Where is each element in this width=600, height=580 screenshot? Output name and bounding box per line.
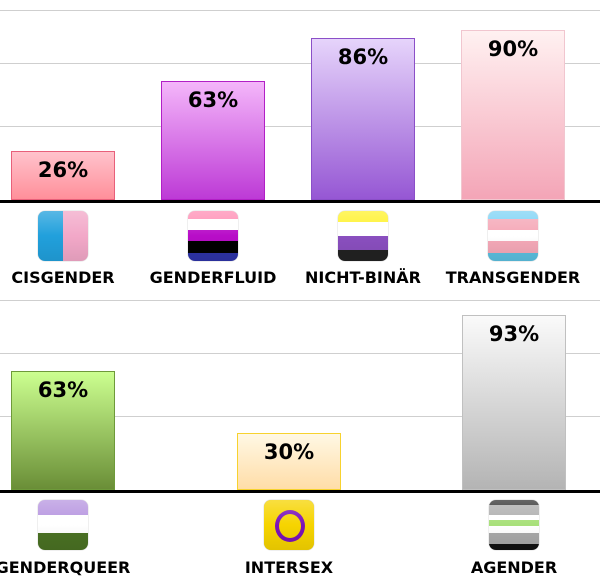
bar-transgender: 90% [461, 30, 565, 200]
bar-value-label: 63% [187, 88, 239, 112]
category-label: CISGENDER [11, 268, 115, 287]
baseline [0, 490, 600, 493]
bar-cisgender: 26% [11, 151, 115, 200]
category-label: GENDERQUEER [0, 558, 131, 577]
transgender-flag-icon [488, 211, 538, 261]
category-label: NICHT-BINÄR [305, 268, 421, 287]
gridline [0, 300, 600, 301]
category-label: INTERSEX [244, 558, 334, 577]
intersex-flag-icon [264, 500, 314, 550]
bar-genderfluid: 63% [161, 81, 265, 200]
bar-agender: 93% [462, 315, 566, 490]
bar-value-label: 86% [337, 45, 389, 69]
gridline [0, 126, 600, 127]
category-label: GENDERFLUID [149, 268, 277, 287]
bar-value-label: 93% [488, 322, 540, 346]
genderfluid-flag-icon [188, 211, 238, 261]
nonbinary-flag-icon [338, 211, 388, 261]
bar-value-label: 30% [263, 440, 315, 464]
gridline [0, 416, 600, 417]
gridline [0, 63, 600, 64]
bar-value-label: 26% [37, 158, 89, 182]
bar-value-label: 90% [487, 37, 539, 61]
agender-flag-icon [489, 500, 539, 550]
bar-nicht-binär: 86% [311, 38, 415, 200]
genderqueer-flag-icon [38, 500, 88, 550]
gridline [0, 353, 600, 354]
gridline [0, 10, 600, 11]
baseline [0, 200, 600, 203]
bar-genderqueer: 63% [11, 371, 115, 490]
cisgender-flag-icon [38, 211, 88, 261]
bar-intersex: 30% [237, 433, 341, 490]
category-label: TRANSGENDER [445, 268, 581, 287]
intersex-circle-icon [275, 510, 305, 542]
bar-value-label: 63% [37, 378, 89, 402]
category-label: AGENDER [470, 558, 558, 577]
